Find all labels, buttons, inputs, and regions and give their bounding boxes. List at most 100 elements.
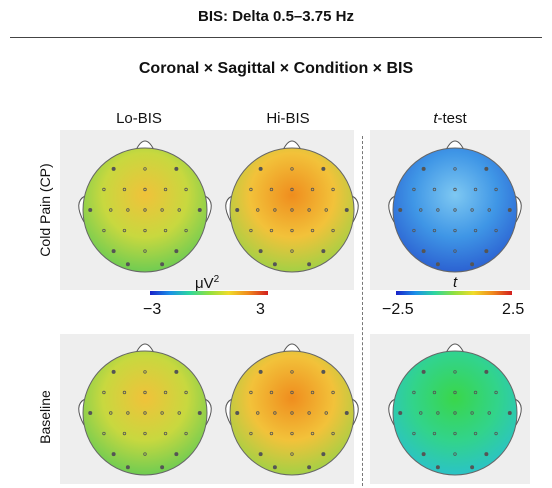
- electrode-marker: [290, 411, 294, 415]
- electrode-marker: [290, 228, 294, 233]
- topomap-t-test-cold-pain: [388, 140, 522, 273]
- electrode-marker: [290, 208, 294, 212]
- electrode-marker: [290, 167, 294, 171]
- title-prefix: BIS:: [198, 8, 229, 25]
- scalp-map: [392, 147, 518, 273]
- electrode-marker: [235, 207, 240, 212]
- electrode-marker: [321, 369, 326, 374]
- electrode-marker: [453, 228, 457, 233]
- electrode-marker: [435, 465, 440, 470]
- electrode-marker: [324, 208, 328, 212]
- electrode-marker: [125, 465, 130, 470]
- electrode-marker: [470, 411, 474, 415]
- electrode-marker: [487, 208, 491, 212]
- electrode-marker: [269, 228, 274, 233]
- electrode-marker: [111, 249, 116, 254]
- electrode-marker: [507, 207, 512, 212]
- topomap-t-test-baseline: [388, 343, 522, 476]
- electrode-marker: [453, 208, 457, 212]
- electrode-marker: [344, 207, 349, 212]
- electrode-marker: [163, 228, 168, 233]
- electrode-marker: [111, 452, 116, 457]
- uv-unit-base: μV: [195, 275, 214, 292]
- electrode-marker: [290, 452, 294, 456]
- electrode-marker: [310, 431, 315, 436]
- electrode-marker: [421, 166, 426, 171]
- electrode-marker: [163, 390, 168, 395]
- electrode-marker: [256, 411, 260, 415]
- electrode-marker: [432, 187, 437, 192]
- electrode-marker: [143, 208, 147, 212]
- electrode-marker: [102, 431, 106, 436]
- electrode-marker: [269, 390, 274, 395]
- t-colorbar-gradient: [396, 291, 512, 295]
- electrode-marker: [398, 410, 403, 415]
- topomap-lo-bis-cold-pain: [78, 140, 212, 273]
- electrode-marker: [453, 452, 457, 456]
- electrode-marker: [143, 187, 147, 192]
- electrode-marker: [290, 431, 294, 436]
- electrode-marker: [412, 431, 416, 436]
- electrode-marker: [321, 452, 326, 457]
- scalp-map: [229, 350, 355, 476]
- electrode-marker: [258, 369, 263, 374]
- electrode-marker: [494, 431, 498, 436]
- electrode-marker: [143, 452, 147, 456]
- electrode-marker: [331, 228, 335, 233]
- electrode-marker: [273, 411, 277, 415]
- t-test-rest: -test: [437, 110, 467, 127]
- electrode-marker: [102, 187, 106, 192]
- electrode-marker: [269, 431, 274, 436]
- scalp-map: [229, 147, 355, 273]
- electrode-marker: [473, 431, 478, 436]
- electrode-marker: [436, 208, 440, 212]
- electrode-marker: [412, 228, 416, 233]
- electrode-marker: [160, 262, 165, 267]
- electrode-marker: [197, 207, 202, 212]
- electrode-marker: [143, 411, 147, 415]
- electrode-marker: [126, 208, 130, 212]
- electrode-marker: [453, 167, 457, 171]
- electrode-marker: [122, 431, 127, 436]
- electrode-marker: [453, 431, 457, 436]
- electrode-marker: [160, 208, 164, 212]
- electrode-marker: [258, 249, 263, 254]
- uv-unit-exp: 2: [213, 274, 220, 285]
- electrode-marker: [249, 431, 253, 436]
- electrode-marker: [494, 187, 498, 192]
- electrode-marker: [421, 452, 426, 457]
- col-header-hi-bis: Hi-BIS: [266, 110, 310, 127]
- electrode-marker: [321, 166, 326, 171]
- t-max-label: 2.5: [502, 301, 525, 318]
- electrode-marker: [470, 208, 474, 212]
- electrode-marker: [160, 411, 164, 415]
- electrode-marker: [453, 187, 457, 192]
- col-header-t-test: t-test: [395, 110, 505, 127]
- electrode-marker: [256, 208, 260, 212]
- electrode-marker: [122, 228, 127, 233]
- electrode-marker: [174, 369, 179, 374]
- electrode-marker: [494, 390, 498, 395]
- t-min-label: −2.5: [382, 301, 414, 318]
- electrode-marker: [307, 208, 311, 212]
- electrode-marker: [419, 208, 423, 212]
- electrode-marker: [174, 166, 179, 171]
- title-rule: [10, 37, 542, 38]
- electrode-marker: [174, 452, 179, 457]
- scalp-map: [82, 147, 208, 273]
- electrode-marker: [143, 370, 147, 374]
- electrode-marker: [473, 228, 478, 233]
- electrode-marker: [143, 167, 147, 171]
- electrode-marker: [126, 411, 130, 415]
- electrode-marker: [249, 187, 253, 192]
- electrode-marker: [484, 249, 489, 254]
- electrode-marker: [184, 431, 188, 436]
- electrode-marker: [484, 369, 489, 374]
- electrode-marker: [412, 390, 416, 395]
- uv-colorbar-gradient: [150, 291, 268, 295]
- topomap-hi-bis-baseline: [225, 343, 359, 476]
- electrode-marker: [324, 411, 328, 415]
- electrode-marker: [290, 249, 294, 253]
- electrode-marker: [310, 187, 315, 192]
